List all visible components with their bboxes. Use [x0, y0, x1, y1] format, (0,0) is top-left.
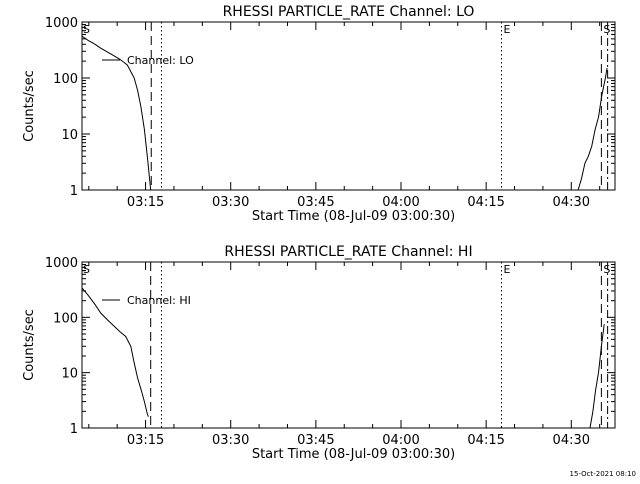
x-tick-label: 03:30 — [212, 433, 249, 448]
x-tick-label: 03:15 — [127, 433, 164, 448]
series-line-segment-0 — [81, 35, 152, 191]
footer-timestamp: 15-Oct-2021 08:10 — [570, 470, 636, 478]
series-line-segment-0 — [81, 287, 149, 417]
x-tick-label: 04:15 — [467, 433, 504, 448]
x-tick-label: 04:00 — [382, 433, 419, 448]
plot-frame — [81, 21, 616, 191]
legend-label: Channel: LO — [127, 54, 194, 67]
vline-label: E — [503, 23, 510, 36]
y-tick-label: 100 — [53, 72, 78, 87]
x-axis-label: Start Time (08-Jul-09 03:00:30) — [252, 447, 455, 462]
y-tick-label: 100 — [53, 311, 78, 326]
legend-label: Channel: HI — [127, 294, 191, 307]
y-tick-label: 10 — [61, 367, 78, 382]
y-tick-label: 1 — [70, 184, 78, 199]
x-tick-label: 03:45 — [297, 433, 334, 448]
x-tick-label: 03:45 — [297, 195, 334, 210]
y-tick-label: 1000 — [45, 256, 78, 271]
plot-frame — [81, 261, 616, 429]
chart-title: RHESSI PARTICLE_RATE Channel: HI — [224, 244, 472, 260]
panel-hi: RHESSI PARTICLE_RATE Channel: HI 1 10 100 10… — [22, 244, 616, 462]
vline-label: E — [503, 263, 510, 276]
y-tick-label: 1 — [70, 422, 78, 437]
series-line-segment-1 — [577, 68, 608, 191]
x-tick-label: 04:30 — [553, 433, 590, 448]
x-tick-label: 04:30 — [553, 195, 590, 210]
vline-label: S — [603, 263, 610, 276]
x-tick-label: 04:15 — [467, 195, 504, 210]
y-axis-label: Counts/sec — [22, 309, 37, 381]
y-axis-label: Counts/sec — [22, 70, 37, 142]
panel-lo: RHESSI PARTICLE_RATE Channel: LO 1 10 100 10… — [22, 4, 616, 224]
y-tick-label: 1000 — [45, 16, 78, 31]
x-tick-label: 03:15 — [127, 195, 164, 210]
edge-label: S — [83, 23, 90, 36]
chart-title: RHESSI PARTICLE_RATE Channel: LO — [223, 4, 475, 20]
x-tick-label: 03:30 — [212, 195, 249, 210]
vline-label: S — [603, 23, 610, 36]
x-axis-label: Start Time (08-Jul-09 03:00:30) — [252, 209, 455, 224]
y-tick-label: 10 — [61, 128, 78, 143]
series-line-segment-1 — [589, 324, 605, 429]
x-tick-label: 04:00 — [382, 195, 419, 210]
edge-label: S — [83, 263, 90, 276]
